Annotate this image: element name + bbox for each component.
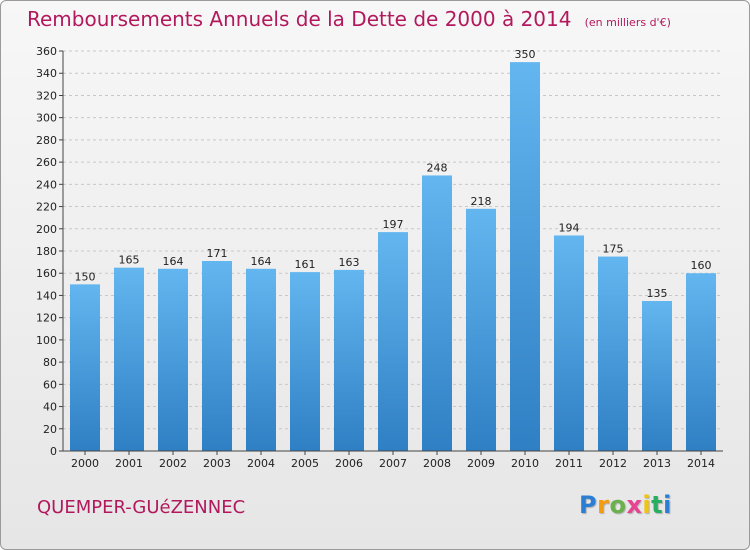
data-label-2005: 161: [295, 258, 316, 271]
bar-2004: [246, 268, 276, 451]
bar-2013: [642, 301, 672, 451]
bar-2014: [686, 273, 716, 451]
x-tick-label-2009: 2009: [467, 457, 495, 470]
axis-layer: 0 20 40 60 80 100 120 140 160 180 200 220 240 260 280 3…: [36, 45, 723, 470]
y-tick-label: 320: [36, 89, 57, 102]
x-tick-label-2003: 2003: [203, 457, 231, 470]
x-tick-label-2006: 2006: [335, 457, 363, 470]
data-label-2003: 171: [207, 247, 228, 260]
x-tick-label-2013: 2013: [643, 457, 671, 470]
data-label-2007: 197: [383, 218, 404, 231]
y-tick-label: 360: [36, 45, 57, 58]
x-tick-label-2002: 2002: [159, 457, 187, 470]
x-tick-label-2012: 2012: [599, 457, 627, 470]
bar-2009: [466, 208, 496, 451]
data-label-2014: 160: [691, 259, 712, 272]
y-tick-label: 200: [36, 223, 57, 236]
y-tick-label: 120: [36, 312, 57, 325]
label-layer: 150 165 164 171 164 161 163 197 248 218 350 194 175 1…: [75, 48, 712, 300]
commune-name: QUEMPER-GUéZENNEC: [37, 497, 246, 518]
x-tick-label-2014: 2014: [687, 457, 715, 470]
y-tick-label: 40: [43, 401, 57, 414]
y-tick-label: 280: [36, 134, 57, 147]
data-label-2010: 350: [515, 48, 536, 61]
data-label-2000: 150: [75, 270, 96, 283]
data-label-2009: 218: [471, 195, 492, 208]
x-tick-label-2001: 2001: [115, 457, 143, 470]
y-tick-label: 140: [36, 289, 57, 302]
bar-2001: [114, 267, 144, 451]
chart-unit-label: (en milliers d'€): [584, 16, 671, 29]
y-tick-label: 60: [43, 378, 57, 391]
x-tick-label-2004: 2004: [247, 457, 275, 470]
bar-layer: [70, 62, 716, 451]
y-tick-label: 100: [36, 334, 57, 347]
y-tick-label: 240: [36, 178, 57, 191]
bar-2007: [378, 232, 408, 451]
y-tick-label: 20: [43, 423, 57, 436]
data-label-2008: 248: [427, 161, 448, 174]
y-tick-label: 80: [43, 356, 57, 369]
x-tick-label-2005: 2005: [291, 457, 319, 470]
data-label-2002: 164: [163, 255, 184, 268]
x-tick-label-2000: 2000: [71, 457, 99, 470]
bar-2002: [158, 268, 188, 451]
bar-2011: [554, 235, 584, 451]
bar-2003: [202, 261, 232, 451]
y-tick-label: 340: [36, 67, 57, 80]
bar-2005: [290, 272, 320, 451]
data-label-2012: 175: [603, 243, 624, 256]
data-label-2001: 165: [119, 254, 140, 267]
bar-2010: [510, 62, 540, 451]
data-label-2006: 163: [339, 256, 360, 269]
x-tick-label-2010: 2010: [511, 457, 539, 470]
y-tick-label: 180: [36, 245, 57, 258]
data-label-2011: 194: [559, 221, 580, 234]
y-tick-label: 300: [36, 112, 57, 125]
y-tick-label: 0: [50, 445, 57, 458]
bar-2000: [70, 284, 100, 451]
y-tick-label: 260: [36, 156, 57, 169]
chart-title: Remboursements Annuels de la Dette de 20…: [27, 7, 572, 31]
bar-2006: [334, 269, 364, 451]
proxiti-logo: Proxiti: [579, 491, 672, 519]
bar-2012: [598, 256, 628, 451]
data-label-2013: 135: [647, 287, 668, 300]
chart-title-row: Remboursements Annuels de la Dette de 20…: [27, 7, 671, 31]
x-tick-label-2007: 2007: [379, 457, 407, 470]
y-tick-label: 160: [36, 267, 57, 280]
x-tick-label-2011: 2011: [555, 457, 583, 470]
bar-2008: [422, 175, 452, 451]
data-label-2004: 164: [251, 255, 272, 268]
y-tick-label: 220: [36, 201, 57, 214]
x-tick-label-2008: 2008: [423, 457, 451, 470]
